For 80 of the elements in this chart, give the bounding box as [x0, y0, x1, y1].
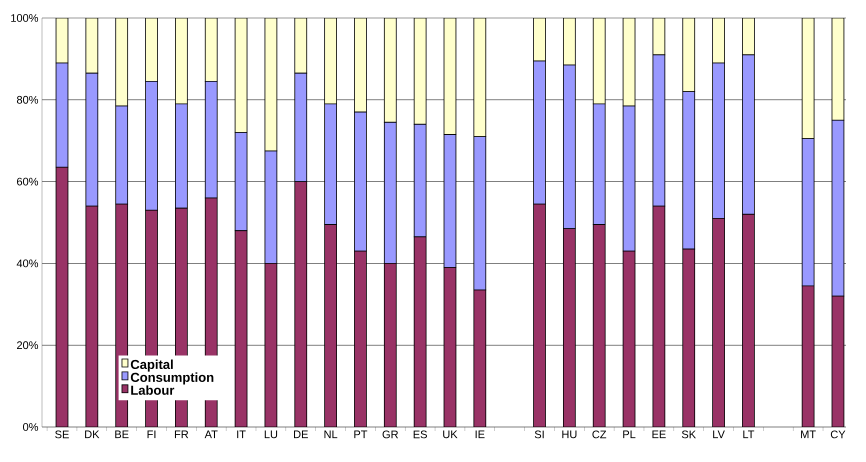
- bar: [562, 18, 576, 66]
- bar: [85, 18, 98, 74]
- bar: [204, 18, 218, 82]
- bar: [234, 230, 248, 427]
- bar: [354, 250, 367, 427]
- legend-label: Labour: [131, 385, 174, 395]
- x-tick-label: FR: [174, 430, 188, 438]
- x-tick-label: EE: [652, 430, 666, 438]
- x-tick-label: CY: [830, 430, 846, 438]
- bar: [592, 18, 606, 104]
- x-tick-label: SE: [55, 430, 69, 438]
- x-tick-label: UK: [443, 430, 458, 438]
- x-tick-label: DK: [85, 430, 100, 438]
- x-tick-label: GR: [382, 430, 398, 438]
- y-tick-label: 0%: [23, 423, 38, 431]
- bar: [85, 206, 98, 427]
- bar: [682, 248, 696, 427]
- bar: [473, 18, 486, 138]
- y-tick-label: 60%: [17, 178, 38, 186]
- bar: [622, 250, 636, 427]
- legend-label: Consumption: [130, 372, 214, 385]
- bar: [622, 18, 636, 106]
- bar: [294, 181, 308, 427]
- bar: [742, 18, 755, 56]
- bar: [682, 18, 696, 92]
- bar: [562, 228, 576, 427]
- bar: [414, 18, 426, 125]
- bar: [802, 18, 814, 140]
- x-tick-label: LU: [264, 430, 278, 438]
- bar: [324, 224, 337, 427]
- x-tick-label: ES: [414, 430, 427, 438]
- legend-label: Capital: [130, 360, 173, 372]
- x-tick-label: FI: [148, 430, 156, 438]
- x-tick-label: NL: [324, 430, 338, 438]
- x-tick-label: BE: [115, 430, 129, 438]
- bar: [354, 18, 367, 112]
- bar: [832, 18, 844, 121]
- bar: [473, 290, 486, 427]
- bar: [175, 18, 188, 104]
- bar: [56, 166, 68, 427]
- x-tick-label: IT: [237, 430, 246, 438]
- y-tick-label: 100%: [11, 14, 38, 22]
- x-tick-label: HU: [562, 430, 576, 438]
- bar: [652, 18, 666, 56]
- y-tick-label: 40%: [16, 259, 38, 268]
- bar: [802, 285, 814, 427]
- bar: [234, 18, 248, 133]
- bar: [384, 263, 397, 427]
- bar: [444, 267, 456, 427]
- x-tick-label: LV: [713, 430, 725, 438]
- x-tick-label: DE: [294, 430, 308, 438]
- bar: [712, 18, 725, 64]
- bar: [56, 18, 68, 64]
- bar: [264, 18, 278, 152]
- x-tick-label: CZ: [592, 430, 606, 438]
- bar: [444, 18, 456, 135]
- bar: [264, 263, 278, 427]
- bar: [115, 18, 128, 106]
- y-tick-label: 80%: [16, 96, 38, 104]
- bar: [384, 18, 397, 123]
- x-tick-label: SI: [534, 430, 544, 438]
- x-tick-label: MT: [801, 430, 816, 438]
- bar: [145, 18, 158, 82]
- x-tick-label: AT: [204, 430, 218, 438]
- x-tick-label: PL: [623, 430, 636, 438]
- bar: [324, 18, 337, 104]
- x-tick-label: PT: [354, 430, 368, 438]
- y-tick-label: 20%: [17, 341, 38, 350]
- x-tick-label: IE: [476, 430, 485, 438]
- bar: [742, 214, 755, 427]
- bar: [592, 224, 606, 427]
- x-tick-label: SK: [682, 430, 696, 438]
- bar: [414, 236, 426, 427]
- bar: [712, 218, 725, 427]
- bar: [533, 18, 546, 62]
- bar: [294, 18, 308, 74]
- bar: [652, 206, 666, 427]
- bar: [533, 204, 546, 427]
- x-tick-label: LT: [743, 430, 754, 438]
- bar: [832, 296, 844, 427]
